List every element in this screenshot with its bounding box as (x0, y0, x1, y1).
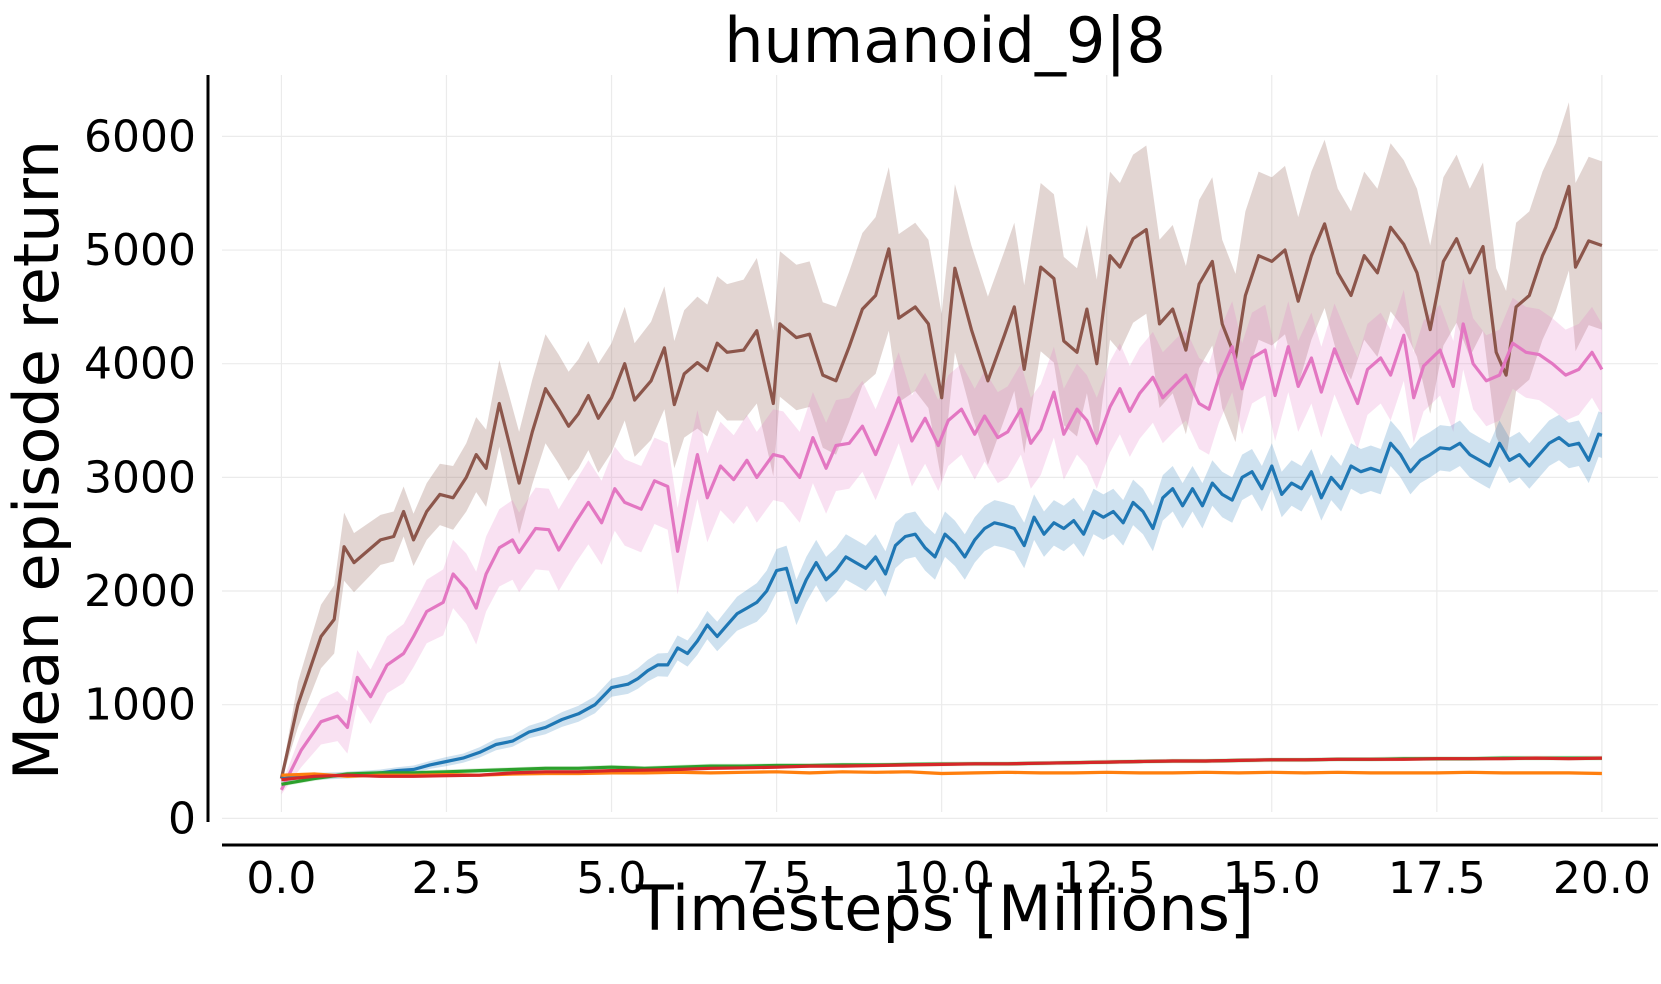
x-tick-labels: 0.0 2.5 5.0 7.5 10.0 12.5 15.0 17.5 20.0 (246, 853, 1650, 904)
x-tick-label: 17.5 (1388, 853, 1486, 904)
chart-title: humanoid_9|8 (724, 4, 1166, 78)
series-line-1 (279, 322, 1604, 791)
series-line-0 (279, 184, 1603, 779)
y-tick-label: 3000 (84, 452, 196, 503)
y-tick-label: 1000 (84, 680, 196, 731)
x-tick-label: 12.5 (1058, 853, 1156, 904)
series-lines (279, 184, 1604, 791)
x-tick-label: 0.0 (246, 853, 316, 904)
x-tick-label: 15.0 (1223, 853, 1321, 904)
series-band-1 (281, 278, 1602, 795)
x-tick-label: 10.0 (893, 853, 991, 904)
x-tick-label: 5.0 (577, 853, 647, 904)
grid (222, 75, 1658, 819)
y-tick-labels: 0 1000 2000 3000 4000 5000 6000 (84, 111, 196, 844)
x-tick-label: 20.0 (1553, 853, 1651, 904)
y-axis-label: Mean episode return (0, 140, 73, 780)
y-tick-label: 0 (168, 793, 196, 844)
series-line-5 (281, 756, 1602, 782)
y-tick-label: 2000 (84, 566, 196, 617)
y-tick-label: 5000 (84, 225, 196, 276)
x-tick-label: 2.5 (411, 853, 481, 904)
y-tick-label: 4000 (84, 339, 196, 390)
x-axis-label: Timesteps [Millions] (635, 872, 1254, 945)
series-line-2 (281, 432, 1603, 781)
x-tick-label: 7.5 (742, 853, 812, 904)
y-tick-label: 6000 (84, 111, 196, 162)
series-band-0 (281, 102, 1602, 781)
